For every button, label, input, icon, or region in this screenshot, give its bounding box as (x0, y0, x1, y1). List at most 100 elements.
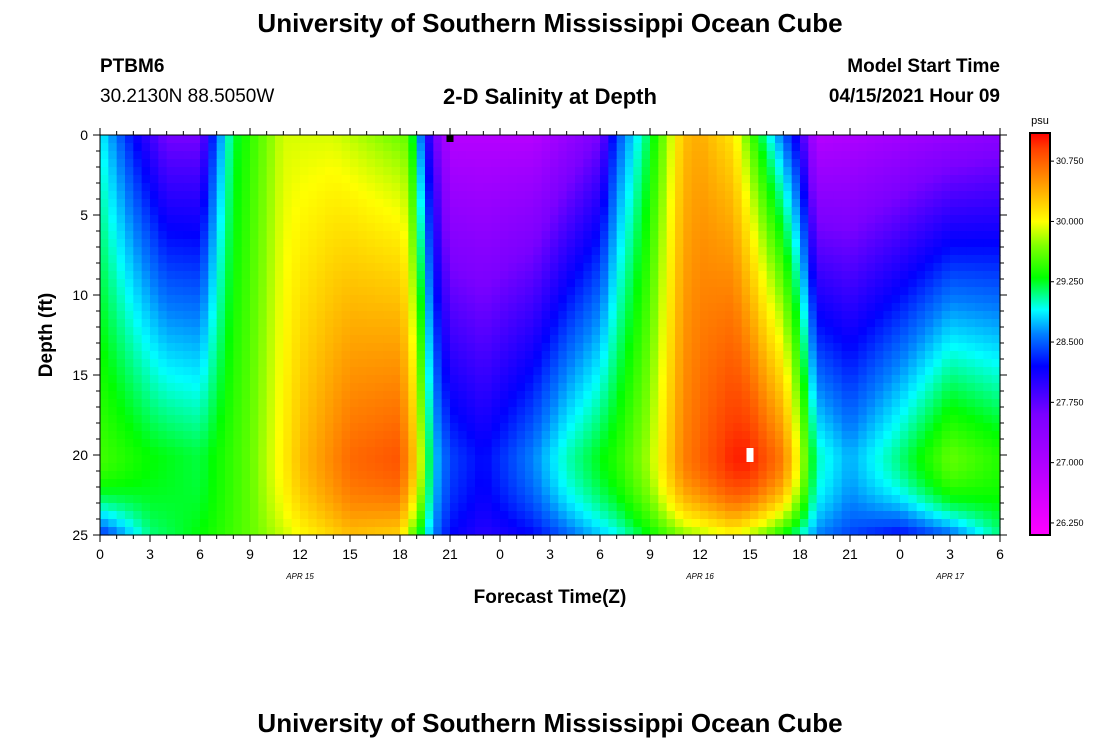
heatmap-cell (100, 471, 109, 480)
heatmap-cell (316, 167, 326, 176)
heatmap-cell (816, 511, 826, 520)
heatmap-cell (491, 495, 501, 504)
heatmap-cell (125, 271, 134, 280)
heatmap-cell (541, 503, 551, 512)
heatmap-cell (925, 135, 934, 144)
heatmap-cell (458, 231, 468, 240)
heatmap-cell (775, 223, 784, 232)
heatmap-cell (833, 415, 843, 424)
heatmap-cell (741, 271, 751, 280)
heatmap-cell (341, 159, 351, 168)
heatmap-cell (491, 327, 501, 336)
heatmap-cell (550, 519, 559, 528)
heatmap-cell (608, 263, 618, 272)
heatmap-cell (766, 255, 776, 264)
heatmap-cell (258, 479, 268, 488)
heatmap-cell (133, 223, 143, 232)
heatmap-cell (866, 495, 876, 504)
heatmap-cell (850, 319, 859, 328)
heatmap-cell (158, 399, 168, 408)
heatmap-cell (458, 191, 468, 200)
heatmap-cell (575, 135, 584, 144)
heatmap-cell (350, 167, 359, 176)
heatmap-cell (191, 239, 201, 248)
heatmap-cell (566, 359, 576, 368)
heatmap-cell (883, 391, 893, 400)
heatmap-cell (666, 303, 676, 312)
heatmap-cell (416, 239, 426, 248)
heatmap-cell (716, 255, 726, 264)
heatmap-cell (833, 471, 843, 480)
heatmap-cell (266, 407, 276, 416)
heatmap-cell (791, 503, 801, 512)
heatmap-cell (391, 327, 401, 336)
heatmap-cell (683, 135, 693, 144)
heatmap-cell (400, 503, 409, 512)
heatmap-cell (858, 183, 868, 192)
heatmap-cell (783, 455, 793, 464)
heatmap-cell (158, 151, 168, 160)
heatmap-cell (383, 271, 393, 280)
heatmap-cell (633, 287, 643, 296)
heatmap-cell (175, 327, 184, 336)
heatmap-cell (816, 327, 826, 336)
heatmap-cell (258, 463, 268, 472)
heatmap-cell (850, 287, 859, 296)
heatmap-cell (525, 487, 534, 496)
heatmap-cell (866, 527, 876, 536)
heatmap-cell (633, 215, 643, 224)
heatmap-cell (358, 463, 368, 472)
heatmap-cell (441, 143, 451, 152)
heatmap-cell (283, 151, 293, 160)
heatmap-cell (483, 191, 493, 200)
heatmap-cell (475, 239, 484, 248)
heatmap-cell (183, 215, 193, 224)
heatmap-cell (150, 191, 159, 200)
heatmap-cell (483, 279, 493, 288)
heatmap-cell (700, 183, 709, 192)
heatmap-cell (600, 415, 609, 424)
heatmap-cell (425, 359, 434, 368)
heatmap-cell (833, 487, 843, 496)
heatmap-cell (925, 343, 934, 352)
heatmap-cell (358, 479, 368, 488)
heatmap-cell (391, 175, 401, 184)
heatmap-cell (400, 303, 409, 312)
heatmap-cell (483, 319, 493, 328)
heatmap-cell (408, 447, 418, 456)
heatmap-cell (591, 247, 601, 256)
heatmap-cell (133, 311, 143, 320)
heatmap-cell (508, 351, 518, 360)
heatmap-cell (808, 319, 818, 328)
heatmap-cell (641, 423, 651, 432)
heatmap-cell (675, 367, 684, 376)
heatmap-cell (883, 207, 893, 216)
heatmap-cell (725, 199, 734, 208)
heatmap-cell (133, 383, 143, 392)
heatmap-cell (400, 151, 409, 160)
heatmap-cell (375, 383, 384, 392)
heatmap-cell (500, 159, 509, 168)
heatmap-cell (608, 359, 618, 368)
heatmap-cell (316, 391, 326, 400)
heatmap-cell (766, 375, 776, 384)
heatmap-cell (900, 319, 909, 328)
heatmap-cell (783, 311, 793, 320)
heatmap-cell (900, 295, 909, 304)
heatmap-cell (808, 287, 818, 296)
heatmap-cell (900, 143, 909, 152)
heatmap-cell (708, 463, 718, 472)
heatmap-cell (916, 399, 926, 408)
heatmap-cell (250, 151, 259, 160)
heatmap-cell (283, 383, 293, 392)
heatmap-cell (416, 503, 426, 512)
heatmap-cell (100, 167, 109, 176)
heatmap-cell (350, 303, 359, 312)
heatmap-cell (566, 423, 576, 432)
heatmap-cell (100, 487, 109, 496)
heatmap-cell (391, 271, 401, 280)
heatmap-cell (191, 351, 201, 360)
heatmap-cell (575, 159, 584, 168)
heatmap-cell (108, 215, 118, 224)
heatmap-cell (600, 143, 609, 152)
